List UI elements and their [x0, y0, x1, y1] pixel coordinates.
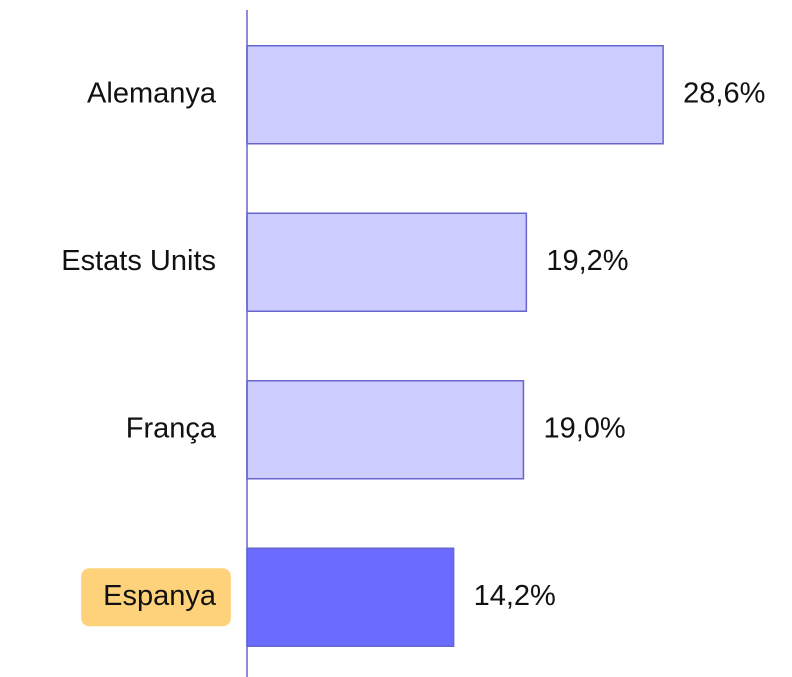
value-label: 19,0%: [543, 412, 625, 444]
category-label: Estats Units: [61, 245, 216, 277]
value-label: 28,6%: [683, 77, 765, 109]
bar: [246, 45, 664, 145]
bar: [246, 380, 525, 480]
category-label: França: [126, 412, 217, 444]
bar: [246, 212, 528, 312]
value-label: 19,2%: [546, 245, 628, 277]
category-label: Alemanya: [87, 77, 217, 109]
label-highlight: [81, 568, 231, 627]
category-label: Espanya: [103, 580, 217, 612]
bar: [246, 547, 455, 647]
value-label: 14,2%: [474, 580, 556, 612]
